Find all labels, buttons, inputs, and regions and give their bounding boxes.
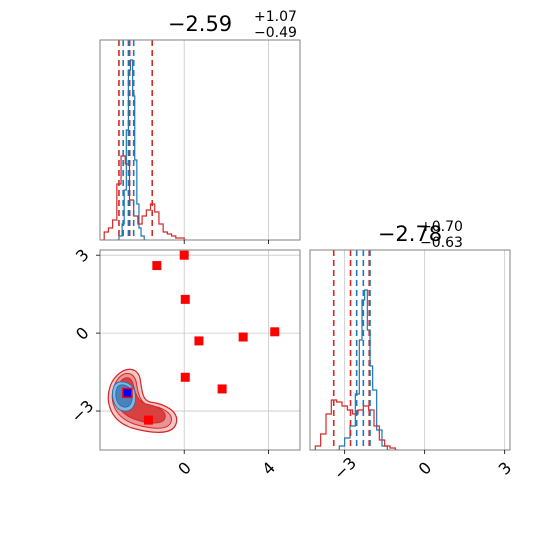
histogram-step-line xyxy=(116,59,147,240)
x-tick-label: 3 xyxy=(495,458,516,479)
title-lower-error: −0.49 xyxy=(254,25,297,41)
axes-frame xyxy=(99,39,301,241)
marker-square xyxy=(179,250,189,260)
marker-points xyxy=(122,250,280,425)
marker-square xyxy=(238,332,248,342)
marker-square xyxy=(217,384,227,394)
panel-param2-marginal: −3 0 3 −2.78 +0.70 −0.63 xyxy=(309,219,515,483)
x-tick-label: 0 xyxy=(415,458,436,479)
panel-param1-marginal: −2.59 +1.07 −0.49 xyxy=(99,9,301,244)
marker-square xyxy=(152,261,162,271)
grid-lines xyxy=(344,250,506,450)
panel-joint: 0 4 −3 0 3 xyxy=(67,245,301,479)
axes-frame xyxy=(99,249,301,451)
marker-square xyxy=(143,415,153,425)
histogram-series xyxy=(102,59,187,240)
quantile-lines xyxy=(118,40,154,240)
marker-square xyxy=(180,372,190,382)
histogram-step-line xyxy=(312,399,398,450)
truth-marker xyxy=(122,387,133,399)
x-tick-label: −3 xyxy=(330,453,360,483)
x-ticks xyxy=(183,240,269,244)
title-upper-error: +0.70 xyxy=(420,219,463,235)
y-tick-label: 3 xyxy=(72,245,93,266)
panel-title: −2.59 xyxy=(168,12,232,36)
histogram-series xyxy=(312,289,398,450)
title-lower-error: −0.63 xyxy=(420,235,463,251)
quantile-lines xyxy=(332,250,371,450)
posterior-contours xyxy=(107,368,178,433)
marker-square xyxy=(180,294,190,304)
x-tick-label: 0 xyxy=(174,458,195,479)
panel-title: −2.78 xyxy=(378,222,442,246)
marker-square xyxy=(194,336,204,346)
title-upper-error: +1.07 xyxy=(254,9,297,25)
y-tick-label: 0 xyxy=(72,323,93,344)
axes-frame xyxy=(309,249,511,451)
axis-ticks: 0 4 −3 0 3 xyxy=(67,245,279,478)
y-tick-label: −3 xyxy=(67,396,97,426)
histogram-step-line xyxy=(102,155,187,240)
x-ticks: −3 0 3 xyxy=(330,450,515,483)
grid-lines xyxy=(183,40,269,240)
marker-square xyxy=(270,327,280,337)
x-tick-label: 4 xyxy=(258,458,279,479)
